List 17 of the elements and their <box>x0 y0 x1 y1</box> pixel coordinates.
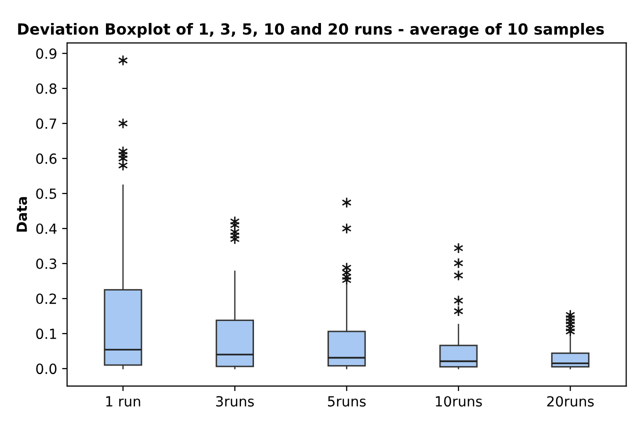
y-tick-label: 0.7 <box>36 118 56 129</box>
x-tick-label: 1 run <box>106 396 140 407</box>
chart-title: Deviation Boxplot of 1, 3, 5, 10 and 20 runs - average of 10 samples <box>18 22 604 38</box>
y-tick-label: 0.6 <box>36 153 56 164</box>
y-axis-title: Data <box>16 197 28 232</box>
x-tick-label: 5runs <box>328 396 366 407</box>
y-tick-label: 0.3 <box>36 258 56 270</box>
y-tick-label: 0.5 <box>36 188 56 199</box>
x-tick-label: 3runs <box>216 396 254 407</box>
y-tick-label: 0.0 <box>36 364 56 374</box>
x-tick-label: 20runs <box>547 396 594 407</box>
y-tick-label: 0.2 <box>36 294 56 304</box>
y-tick-label: 0.9 <box>36 48 56 59</box>
y-tick-label: 0.8 <box>36 83 56 94</box>
x-tick-label: 10runs <box>436 396 482 407</box>
y-tick-label: 0.4 <box>36 223 57 234</box>
y-tick-label: 0.1 <box>36 328 56 340</box>
